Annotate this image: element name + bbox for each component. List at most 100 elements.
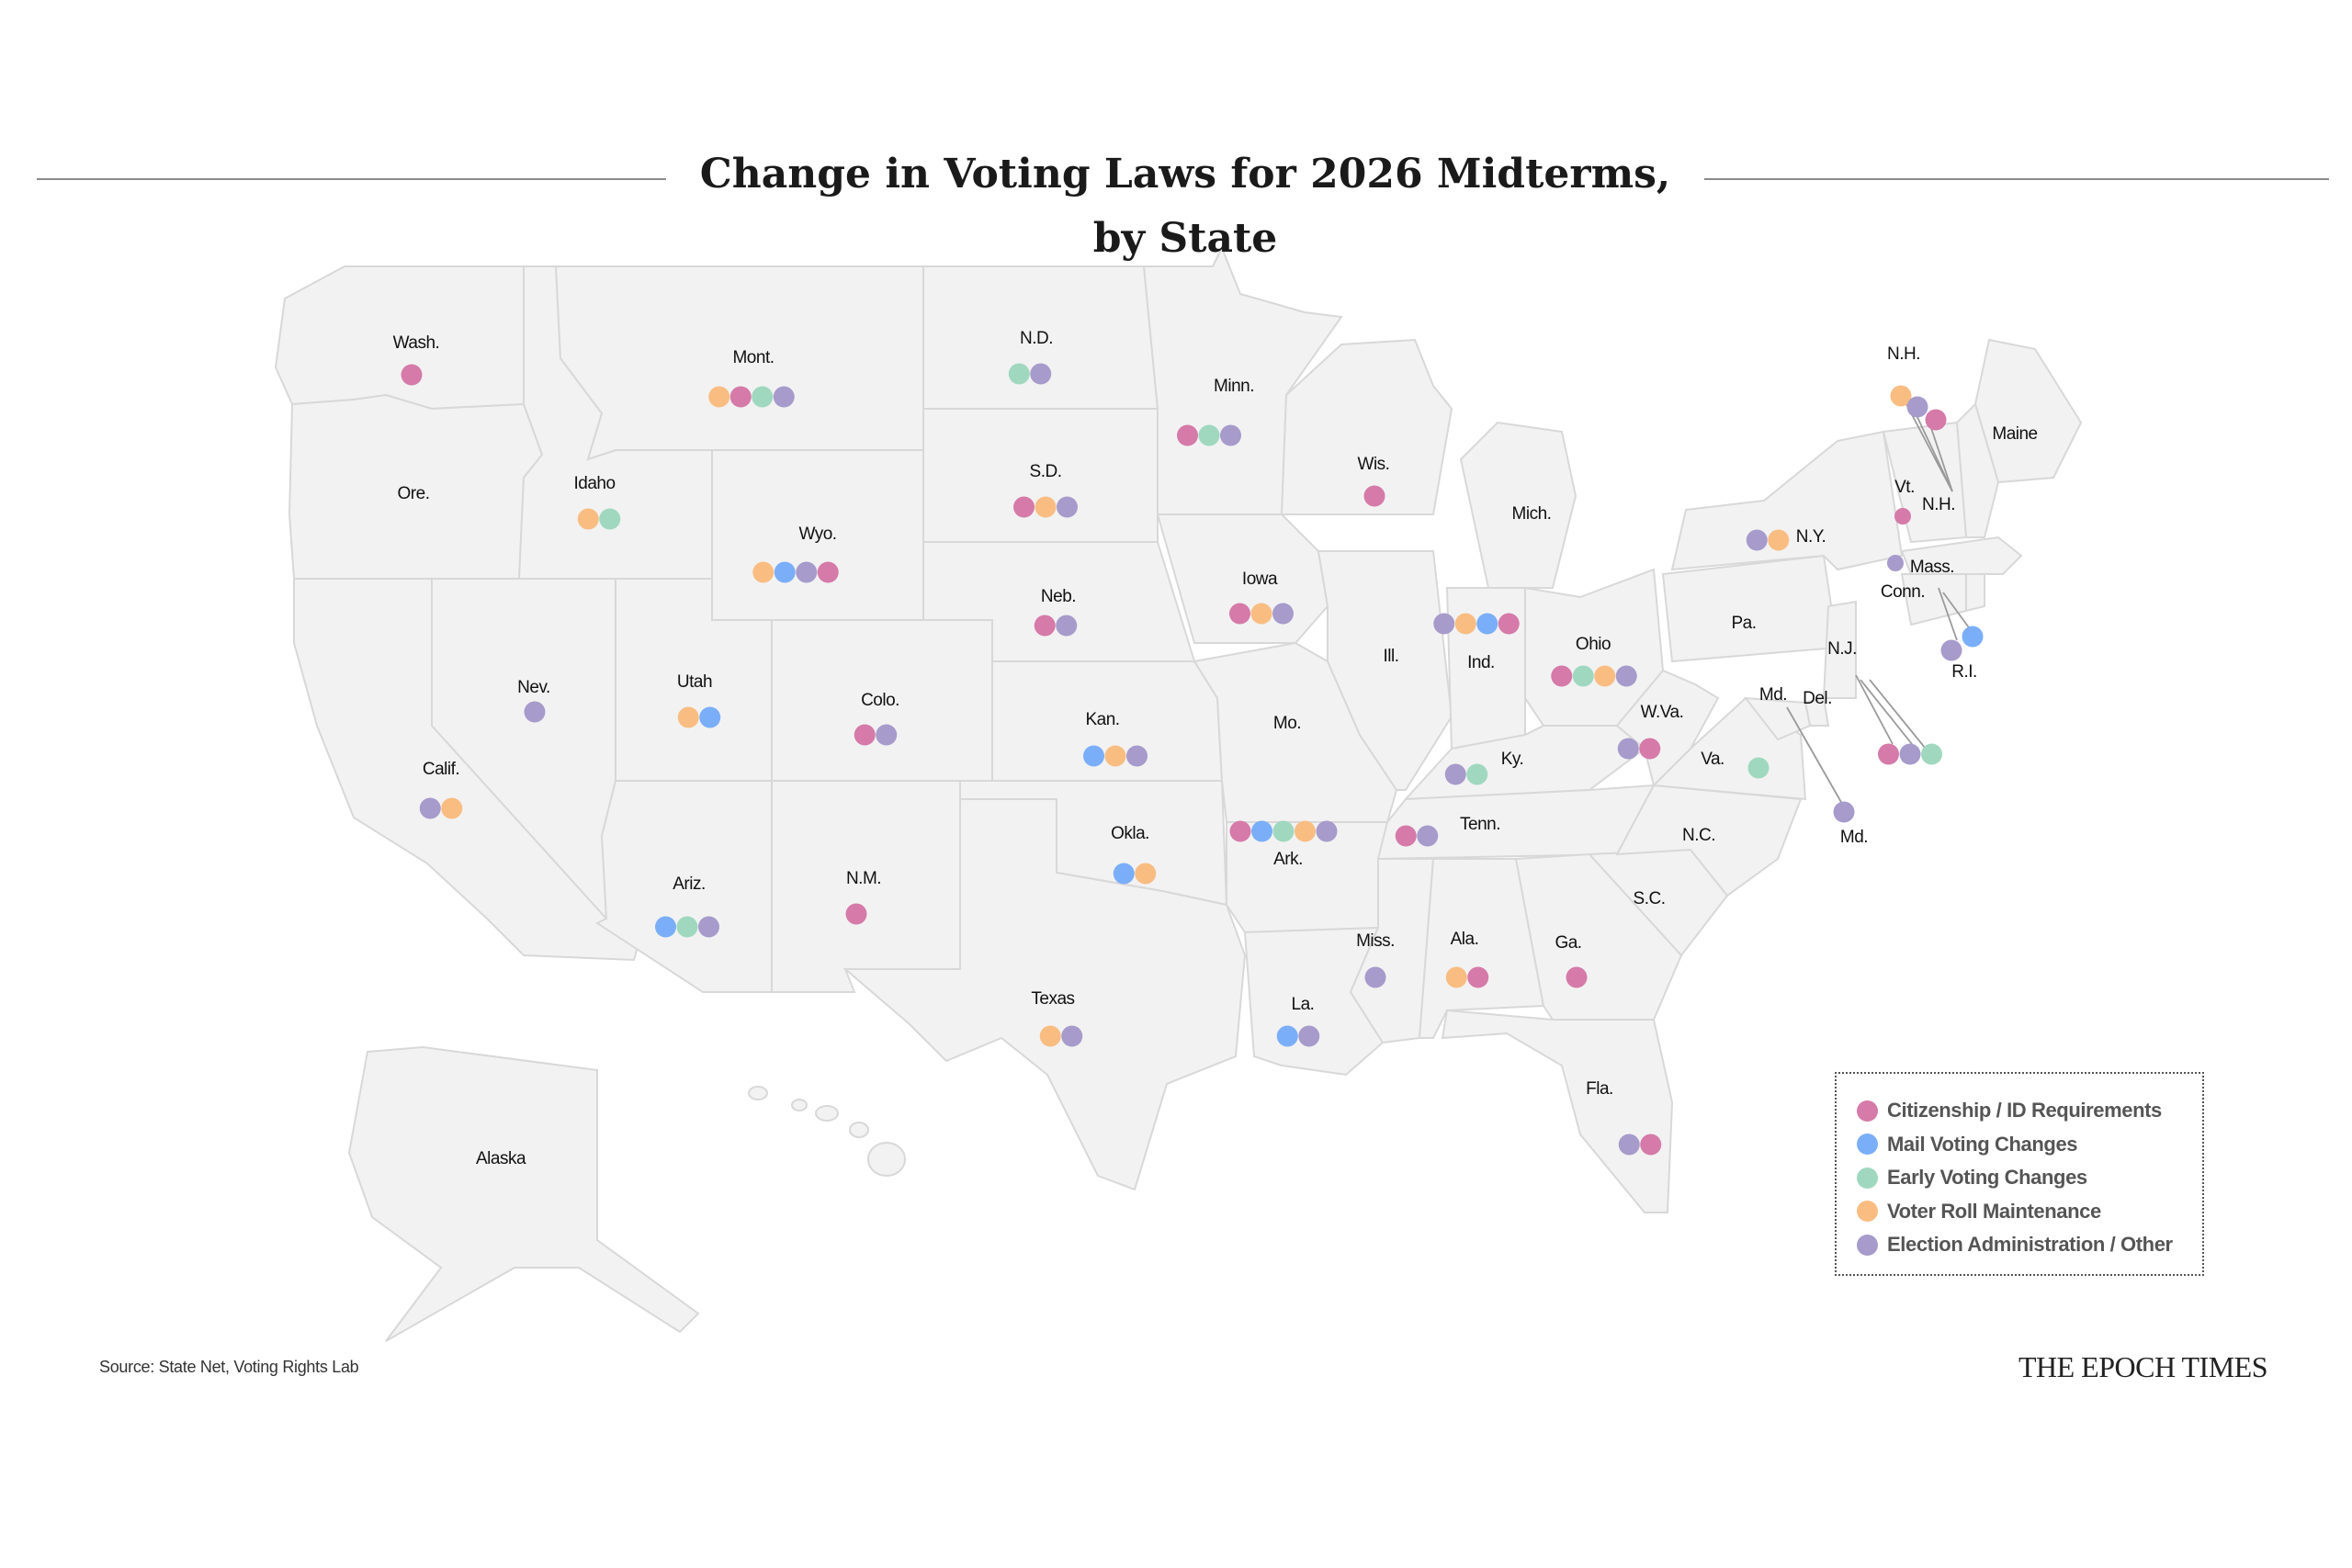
dot-la-admin: [1298, 1025, 1320, 1047]
dot-wash-citizenship: [401, 364, 423, 386]
state-label-ny: N.Y.: [1796, 527, 1826, 547]
state-label-md: Md.: [1759, 685, 1787, 705]
state-shape-hawaii: [815, 1105, 839, 1122]
dot-ny-admin: [1746, 529, 1768, 551]
dot-ind-admin: [1433, 613, 1455, 635]
state-shape-hawaii: [748, 1086, 768, 1100]
dot-fla-citizenship: [1640, 1134, 1662, 1156]
dot-ri-mail: [1962, 626, 1984, 648]
dot-ariz-mail: [655, 916, 676, 938]
dot-ark-citizenship: [1229, 820, 1251, 842]
legend: Citizenship / ID Requirements Mail Votin…: [1835, 1072, 2204, 1276]
dot-nd-admin: [1030, 363, 1052, 385]
dot-wyo-citizenship: [817, 561, 839, 583]
dot-texas-admin: [1061, 1025, 1083, 1047]
legend-label: Early Voting Changes: [1887, 1166, 2087, 1190]
legend-label: Election Administration / Other: [1887, 1233, 2173, 1257]
state-label-ri: R.I.: [1951, 662, 1977, 682]
state-label-vt: Vt.: [1894, 478, 1915, 497]
dot-minn-citizenship: [1177, 424, 1198, 446]
dot-ny-roll: [1768, 529, 1790, 551]
dot-kan-roll: [1104, 745, 1126, 767]
state-shape-md: [1743, 696, 1812, 741]
dot-ark-roll: [1295, 820, 1316, 842]
callout-label: N.H.: [1922, 495, 1955, 514]
state-shape-mo: [1193, 641, 1398, 823]
legend-item-admin: Election Administration / Other: [1857, 1228, 2202, 1262]
state-label-nm: N.M.: [846, 869, 881, 888]
state-label-maine: Maine: [1992, 424, 2037, 444]
legend-label: Citizenship / ID Requirements: [1887, 1099, 2162, 1122]
state-labels: Wash. Ore. Calif. Nev. Idaho Mont. Wyo. Utah Col…: [393, 329, 2038, 1168]
dot-ark-early: [1272, 820, 1295, 842]
dot-wyo-roll: [752, 561, 775, 583]
dot-okla-mail: [1113, 863, 1135, 885]
state-label-tenn: Tenn.: [1460, 815, 1500, 834]
dot-nev-admin: [524, 701, 546, 723]
dot-ky-admin: [1444, 763, 1466, 785]
dot-minn-early: [1198, 424, 1220, 446]
state-shape-ny: [1670, 430, 1904, 571]
dot-ark-mail: [1251, 820, 1272, 842]
legend-swatch-roll: [1857, 1201, 1878, 1223]
dot-utah-mail: [699, 706, 721, 728]
state-shape-ill: [1317, 550, 1453, 791]
state-shape-hawaii: [849, 1122, 869, 1138]
state-label-la: La.: [1292, 995, 1315, 1014]
legend-swatch-admin: [1857, 1234, 1878, 1256]
state-label-okla: Okla.: [1111, 824, 1149, 843]
dot-iowa-citizenship: [1229, 603, 1250, 625]
state-label-ariz: Ariz.: [673, 874, 706, 894]
state-label-wis: Wis.: [1358, 455, 1390, 474]
state-label-nev: Nev.: [517, 678, 550, 697]
state-label-nj: N.J.: [1827, 639, 1857, 659]
source-note: Source: State Net, Voting Rights Lab: [99, 1358, 359, 1376]
legend-swatch-mail: [1857, 1134, 1878, 1156]
state-label-mass: Mass.: [1910, 558, 1954, 577]
state-label-ohio: Ohio: [1576, 635, 1611, 654]
state-label-fla: Fla.: [1586, 1079, 1613, 1099]
dot-wyo-admin: [796, 561, 818, 583]
dot-ariz-early: [676, 916, 698, 938]
dot-ga-citizenship: [1566, 966, 1588, 988]
dot-sd-admin: [1057, 496, 1078, 518]
legend-item-early: Early Voting Changes: [1857, 1161, 2202, 1195]
legend-swatch-early: [1857, 1167, 1878, 1189]
leader-line: [1915, 412, 1953, 492]
legend-swatch-citizenship: [1857, 1100, 1878, 1122]
dot-nm-citizenship: [845, 903, 867, 925]
state-label-wyo: Wyo.: [798, 525, 836, 544]
state-shape-alaska: [347, 1045, 700, 1342]
dot-kan-admin: [1126, 745, 1148, 767]
dot-okla-roll: [1135, 863, 1157, 885]
dot-ohio-citizenship: [1551, 665, 1573, 687]
state-label-alaska: Alaska: [476, 1149, 526, 1168]
state-label-mo: Mo.: [1273, 714, 1301, 733]
state-label-nd: N.D.: [1020, 329, 1053, 348]
dot-wyo-mail: [774, 561, 796, 583]
dot-neb-admin: [1056, 615, 1078, 637]
state-label-va: Va.: [1701, 750, 1724, 769]
title-rule-left: [37, 178, 666, 180]
state-label-ore: Ore.: [398, 484, 430, 503]
state-shape-wis: [1280, 338, 1453, 515]
leader-line: [1869, 679, 1930, 754]
dot-mont-roll: [708, 386, 730, 408]
state-label-ark: Ark.: [1273, 850, 1303, 869]
state-label-minn: Minn.: [1214, 377, 1254, 396]
state-label-nc: N.C.: [1682, 826, 1715, 845]
dot-iowa-roll: [1250, 603, 1272, 625]
state-label-ga: Ga.: [1555, 933, 1581, 953]
state-label-ky: Ky.: [1501, 750, 1524, 769]
state-label-ala: Ala.: [1451, 930, 1479, 949]
dot-miss-admin: [1364, 966, 1386, 988]
legend-item-citizenship: Citizenship / ID Requirements: [1857, 1094, 2202, 1128]
state-label-pa: Pa.: [1731, 614, 1756, 633]
dot-ariz-admin: [698, 916, 719, 938]
dot-texas-roll: [1039, 1025, 1061, 1047]
state-label-texas: Texas: [1031, 989, 1074, 1009]
leader-line: [1786, 706, 1843, 805]
state-shape-texas: [842, 798, 1247, 1191]
dot-ind-citizenship: [1498, 613, 1520, 635]
legend-item-mail: Mail Voting Changes: [1857, 1128, 2202, 1162]
